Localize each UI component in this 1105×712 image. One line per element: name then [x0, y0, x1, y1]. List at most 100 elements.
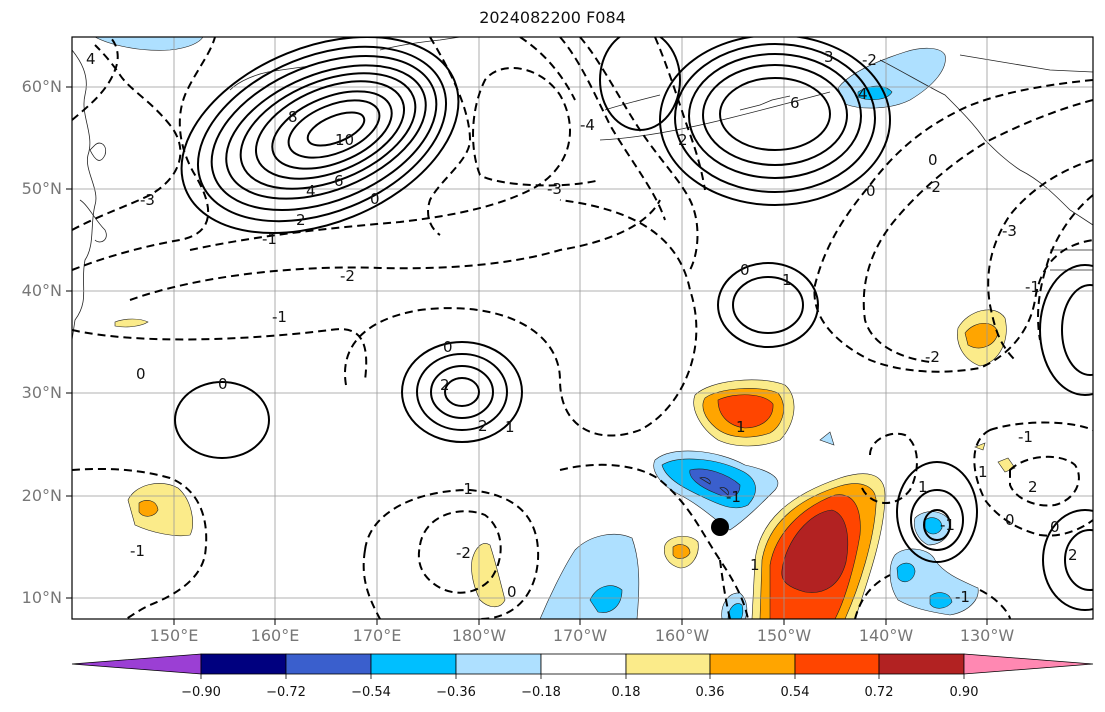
- contour-label: 1: [782, 271, 792, 289]
- neg-band-2: [129, 199, 661, 301]
- contour-label: 1: [918, 478, 928, 496]
- contour-label: -2: [456, 544, 471, 562]
- fill-orange-small1: [672, 544, 691, 559]
- colorbar-tick-label: 0.72: [864, 685, 894, 700]
- colorbar-tick-label: 0.54: [780, 685, 810, 700]
- contour-label: -1: [272, 308, 287, 326]
- lon-label-170w: 170°W: [552, 626, 608, 645]
- neg-mid-4: [519, 37, 576, 101]
- contour-label: 8: [288, 108, 298, 126]
- neg-east-4: [1037, 194, 1093, 341]
- high-40n-1: [732, 276, 804, 334]
- contour-label: 0: [370, 190, 380, 208]
- fill-yellow-tiny1: [974, 442, 986, 451]
- high-se-0: [1042, 509, 1093, 611]
- high-east-1: [1061, 284, 1093, 376]
- high-20n-2: [923, 509, 951, 541]
- colorbar-extend-low: [71, 653, 202, 675]
- lon-label-170e: 170°E: [352, 626, 402, 645]
- fill-yellow-dot: [114, 318, 149, 328]
- contour-label: -3: [547, 180, 562, 198]
- neg-east-1: [813, 79, 1093, 373]
- negative-contours: [72, 37, 1093, 619]
- positive-contours: [174, 37, 1093, 611]
- colorbar-tick-label: −0.90: [181, 685, 221, 700]
- high-20n-1: [910, 489, 964, 551]
- neg-ring-south: [861, 432, 918, 504]
- colorbar-bin: [200, 653, 287, 675]
- contour-label: -1: [726, 488, 741, 506]
- contour-label: 0: [443, 338, 453, 356]
- neg-low-west: [72, 467, 208, 619]
- colorbar-extend-high: [963, 653, 1094, 675]
- axis-ticks: [66, 86, 988, 625]
- gridlines: [72, 37, 1093, 619]
- lat-label-10n: 10°N: [21, 588, 62, 607]
- ridge-contour-3: [225, 64, 427, 200]
- high-30n-0: [401, 341, 523, 443]
- lat-label-40n: 40°N: [21, 281, 62, 300]
- plot-title: 2024082200 F084: [479, 8, 626, 27]
- neg-band-3: [189, 67, 601, 251]
- contour-label: 2: [478, 417, 488, 435]
- fill-blue-top-left: [94, 37, 204, 51]
- contour-label: -1: [1025, 278, 1040, 296]
- lon-label-180w: 180°W: [451, 626, 507, 645]
- neg-ring-sw: [559, 463, 749, 619]
- colorbar-tick-label: 0.90: [949, 685, 979, 700]
- ridge-contour-1: [196, 45, 448, 223]
- contour-label: -3: [140, 191, 155, 209]
- neg-ring-se: [854, 574, 1011, 619]
- high-30n-2: [430, 365, 494, 419]
- plot-frame: [71, 36, 1094, 620]
- ridge-contour-2: [210, 54, 438, 212]
- contour-label: 0: [218, 375, 228, 393]
- high-east-0: [1039, 264, 1093, 396]
- neg-mid-3: [559, 37, 666, 221]
- fill-darkred-main: [781, 509, 849, 593]
- contour-label: 0: [136, 365, 146, 383]
- contour-label: 0: [1050, 518, 1060, 536]
- neg-east-2: [862, 99, 1093, 363]
- contour-label: 2: [440, 376, 450, 394]
- lat-label-50n: 50°N: [21, 179, 62, 198]
- neg-mid-1: [427, 37, 472, 236]
- high-20n-0: [896, 461, 978, 563]
- fill-yellow-left: [127, 483, 193, 537]
- contour-label: -1: [1018, 428, 1033, 446]
- contour-label: 2: [296, 211, 306, 229]
- contour-label: 1: [736, 418, 746, 436]
- colorbar-bin: [540, 653, 627, 675]
- neg-low-east-2: [1009, 455, 1080, 507]
- contour-label: -1: [458, 480, 473, 498]
- gulf-contour-1: [674, 43, 876, 193]
- lat-label-20n: 20°N: [21, 486, 62, 505]
- ridge-contour-8: [306, 111, 366, 147]
- contour-label: -1: [262, 230, 277, 248]
- colorbar-bin: [878, 653, 965, 675]
- fill-cyan-170w: [589, 585, 623, 613]
- contour-label: 1: [978, 463, 988, 481]
- anomaly-fills: [94, 37, 1016, 619]
- contour-label: -4: [580, 116, 595, 134]
- colorbar-bin: [455, 653, 542, 675]
- zero-contour-west: [174, 381, 270, 459]
- ridge-contour-5: [254, 80, 406, 180]
- fill-blue-small: [819, 431, 835, 446]
- contour-label: -2: [862, 51, 877, 69]
- fill-cyan-135w: [924, 517, 943, 535]
- fill-orange-left: [138, 500, 159, 517]
- contour-label: 2: [1068, 546, 1078, 564]
- neg-west-1: [72, 44, 182, 231]
- gulf-contour-3: [702, 64, 848, 166]
- gulf-contour-0: [659, 37, 891, 206]
- contour-label: -2: [925, 348, 940, 366]
- neg-low-east-1: [973, 421, 1093, 537]
- colorbar-tick-label: −0.18: [521, 685, 561, 700]
- lon-label-160w: 160°W: [654, 626, 710, 645]
- colorbar-bin: [625, 653, 711, 675]
- fill-blue-170w: [539, 533, 640, 619]
- gulf-contour-2: [688, 53, 862, 179]
- contour-label: 0: [866, 182, 876, 200]
- contour-label: 4: [306, 182, 316, 200]
